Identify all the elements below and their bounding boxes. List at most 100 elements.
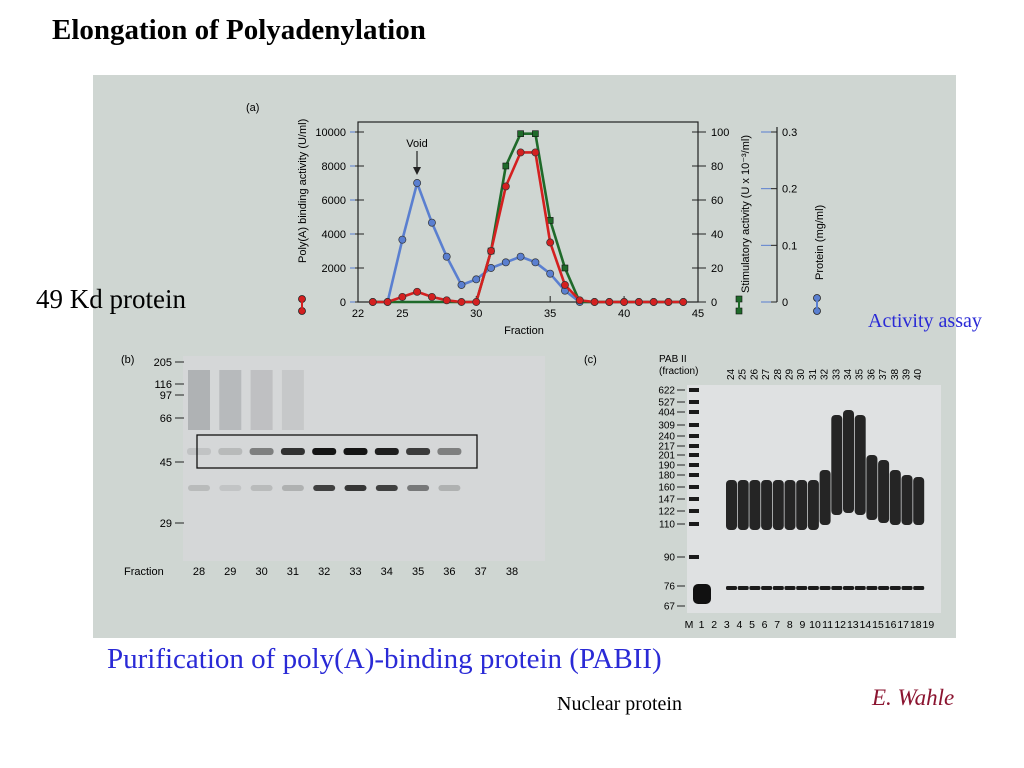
gel-c-marker-label: 622: [658, 386, 675, 397]
gel-c-substrate-band: [901, 586, 913, 590]
gel-c-lane-label: 6: [762, 619, 768, 631]
protein-point: [413, 179, 422, 187]
gel-c-fraction-label: 29: [785, 368, 796, 380]
gel-c-lane-label: 9: [799, 619, 805, 631]
mid-tick-label: 80: [711, 161, 723, 173]
gel-c-header-line1: PAB II: [659, 354, 687, 365]
series-line-right: [372, 178, 684, 304]
gel-b-marker-label: 205: [154, 357, 172, 369]
gel-c-product-smear: [784, 480, 796, 530]
gel-c-fraction-labels: 24 25 26 27 28 29 30 31 32 33 34 35 36 37 38 39 40: [726, 368, 924, 380]
gel-c-lane-label: M: [685, 619, 694, 631]
left-tick-label: 8000: [322, 161, 346, 173]
gel-c-fraction-label: 40: [913, 368, 924, 380]
gel-b-band-49kd: [312, 448, 337, 455]
gel-b-lane-smear: [188, 370, 210, 430]
gel-c-product-smear: [854, 415, 866, 515]
gel-b-marker-label: 66: [160, 413, 172, 425]
gel-c-product-smear: [901, 475, 913, 525]
chart-frame: [357, 121, 699, 303]
protein-point: [472, 275, 481, 284]
gel-b-highlight-box: [196, 434, 478, 469]
gel-c-ladder-band: [689, 400, 699, 404]
gel-c-ladder-band: [689, 485, 699, 489]
gel-c-substrate-band: [854, 586, 866, 590]
gel-b-bands: [187, 370, 462, 491]
gel-c-lane-label: 2: [711, 619, 717, 631]
gel-c-fraction-label: 37: [878, 368, 889, 380]
gel-c-ladder-band: [689, 522, 699, 526]
gel-b-band-49kd: [343, 448, 368, 455]
gel-b-band-lower: [407, 485, 430, 491]
gel-c-ladder-band: [689, 410, 699, 414]
gel-c-lane-label: 17: [897, 619, 909, 631]
gel-c-product-smear: [749, 480, 761, 530]
gel-b-fraction-number: 32: [318, 566, 330, 578]
gel-b-fraction-number: 37: [475, 566, 487, 578]
gel-c-ladder-band: [689, 434, 699, 438]
x-tick-label: 25: [396, 308, 408, 320]
gel-b-fraction-number: 28: [193, 566, 205, 578]
stimulatory-point: [502, 162, 510, 170]
stimulatory-point: [561, 264, 569, 272]
gel-b-fraction-number: 36: [443, 566, 455, 578]
protein-point: [457, 281, 466, 289]
gel-c-fraction-label: 24: [726, 368, 737, 380]
gel-c-ladder-band: [689, 444, 699, 448]
gel-b-lane-smear: [219, 370, 242, 430]
protein-point: [516, 252, 525, 261]
gel-b-band-lower: [188, 485, 210, 491]
x-tick-label: 22: [352, 308, 364, 320]
panel-c-letter: (c): [584, 354, 597, 366]
protein-point: [427, 218, 436, 227]
right-axis-ticks: 0 0.1 0.2 0.3: [761, 127, 797, 309]
gel-b-band-49kd: [406, 448, 431, 455]
legend-protein-symbol: [813, 294, 821, 315]
gel-c-ladder-band: [689, 423, 699, 427]
binding-point: [620, 298, 629, 306]
gel-c-product-smear: [807, 480, 819, 530]
gel-c-lane-label: 5: [749, 619, 755, 631]
gel-c-product-smear: [796, 480, 808, 530]
gel-b-band-49kd: [437, 448, 462, 455]
gel-b-lane-smear: [281, 370, 304, 430]
gel-b-marker-label: 116: [154, 379, 172, 391]
gel-c-lane-label: 8: [787, 619, 793, 631]
right-tick-label: 0.1: [782, 240, 797, 252]
gel-b-band-49kd: [280, 448, 305, 455]
gel-b: [183, 356, 545, 561]
mid-axis-ticks: 0 20 40 60 80 100: [692, 127, 729, 309]
left-axis-ticks: 0 2000 4000 6000 8000 10000: [315, 127, 364, 309]
gel-c-smears: [689, 388, 925, 604]
gel-b-marker-label: 45: [160, 457, 172, 469]
binding-point: [664, 298, 673, 306]
gel-c-fraction-label: 31: [808, 368, 819, 380]
gel-c-ladder-band: [689, 463, 699, 467]
gel-c-fraction-label: 27: [761, 368, 772, 380]
gel-c-lane-label: 15: [872, 619, 884, 631]
gel-c-product-smear: [866, 455, 878, 520]
binding-point: [383, 298, 392, 306]
gel-c-marker-label: 147: [658, 495, 675, 506]
gel-c-substrate-band: [831, 586, 843, 590]
gel-b-band-49kd: [218, 448, 243, 455]
chart-series: [368, 130, 688, 306]
gel-c-product-smear: [913, 477, 925, 525]
gel-c-lane-label: 13: [847, 619, 859, 631]
gel-c-lane-labels: M 1 2 3 4 5 6 7 8 9 10 11 12 13 14 15 16 17 18 19: [685, 619, 935, 631]
binding-point: [679, 298, 688, 306]
left-axis-label: Poly(A) binding activity (U/ml): [297, 119, 309, 263]
gel-c-product-smear: [737, 480, 749, 530]
gel-b-band-49kd: [374, 448, 399, 455]
gel-c-substrate-band: [726, 586, 737, 590]
right-tick-label: 0.2: [782, 184, 797, 196]
stimulatory-point: [532, 130, 539, 138]
protein-point: [546, 269, 555, 278]
gel-c-fraction-label: 36: [866, 368, 877, 380]
gel-c-substrate-band: [866, 586, 878, 590]
gel-b-marker-label: 97: [160, 390, 172, 402]
series-line-mid: [372, 132, 684, 304]
gel-c-fraction-label: 38: [890, 368, 901, 380]
gel-b-band-lower: [219, 485, 242, 491]
